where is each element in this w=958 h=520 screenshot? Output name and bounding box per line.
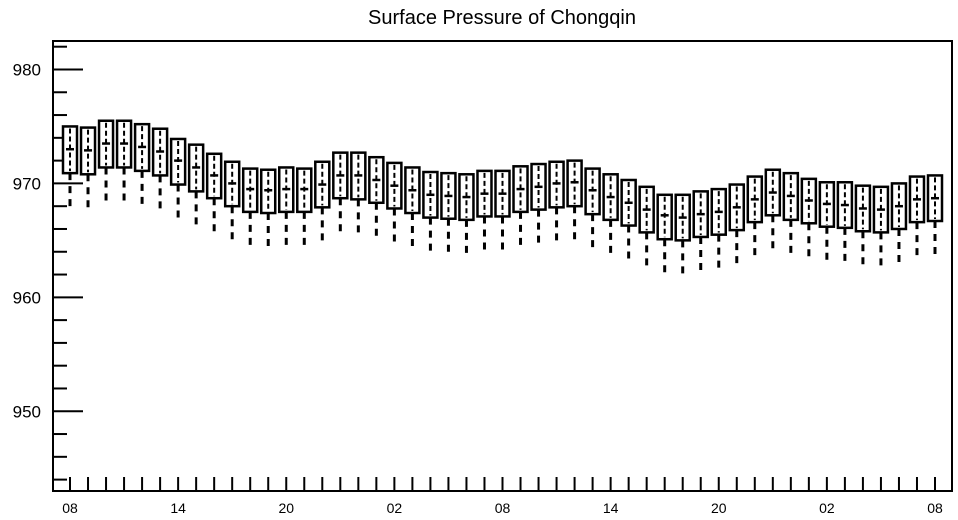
x-tick-label: 02 — [387, 500, 403, 516]
x-tick-label: 08 — [62, 500, 78, 516]
box-plot — [584, 167, 601, 249]
box-plot — [548, 160, 565, 242]
box-plot — [818, 181, 836, 263]
box-plot — [836, 181, 854, 263]
y-axis: 950 960 970 980 — [13, 45, 83, 481]
box-plot — [223, 160, 241, 242]
box-plot — [512, 165, 529, 249]
box-plot — [854, 184, 872, 267]
x-tick-label: 02 — [819, 500, 835, 516]
chart-title: Surface Pressure of Chongqin — [368, 7, 636, 29]
y-tick-label: 980 — [13, 60, 41, 79]
box-plot — [566, 159, 583, 241]
box-plot — [764, 168, 782, 251]
box-series — [61, 119, 944, 275]
box-plot — [440, 171, 457, 255]
box-plot — [368, 155, 385, 237]
box-plot — [656, 193, 673, 275]
box-plot — [332, 151, 349, 235]
box-plot — [115, 119, 133, 203]
box-plot — [674, 193, 691, 275]
x-tick-label: 14 — [603, 500, 619, 516]
box-plot — [278, 166, 295, 248]
box-plot — [872, 185, 890, 268]
box-plot — [926, 174, 944, 257]
box-plot — [620, 178, 637, 261]
box-plot — [205, 152, 223, 234]
x-tick-label: 08 — [927, 500, 943, 516]
box-plot — [169, 137, 187, 219]
box-plot — [187, 143, 205, 227]
box-plot — [746, 175, 764, 257]
y-tick-label: 970 — [13, 174, 41, 193]
box-plot — [602, 173, 619, 256]
plot-frame — [52, 40, 953, 492]
box-plot — [97, 119, 115, 203]
box-plot — [314, 160, 331, 243]
x-tick-label: 20 — [711, 500, 727, 516]
box-plot — [890, 182, 908, 265]
box-plot — [350, 151, 367, 234]
box-plot — [296, 167, 313, 248]
box-plot — [728, 183, 746, 265]
box-plot — [476, 169, 493, 252]
box-plot — [782, 171, 800, 255]
box-plot — [404, 166, 421, 249]
box-plot — [638, 185, 655, 268]
x-axis: 08 14 20 02 08 14 20 02 08 — [62, 477, 943, 516]
box-plot — [908, 175, 926, 258]
box-plot — [151, 127, 169, 210]
x-tick-label: 14 — [170, 500, 186, 516]
box-plot — [800, 177, 818, 258]
box-plot — [710, 187, 727, 270]
box-plot — [61, 125, 79, 209]
y-tick-label: 950 — [13, 402, 41, 421]
x-tick-label: 08 — [495, 500, 511, 516]
box-plot — [530, 162, 547, 245]
box-plot — [458, 173, 475, 256]
box-plot — [422, 170, 439, 253]
box-plot — [79, 126, 97, 209]
box-plot — [386, 161, 403, 244]
y-tick-label: 960 — [13, 288, 41, 307]
x-tick-label: 20 — [278, 500, 294, 516]
box-plot — [133, 122, 151, 207]
box-plot — [241, 167, 259, 248]
box-plot — [692, 190, 709, 273]
box-plot — [494, 169, 511, 252]
box-plot — [259, 168, 277, 249]
